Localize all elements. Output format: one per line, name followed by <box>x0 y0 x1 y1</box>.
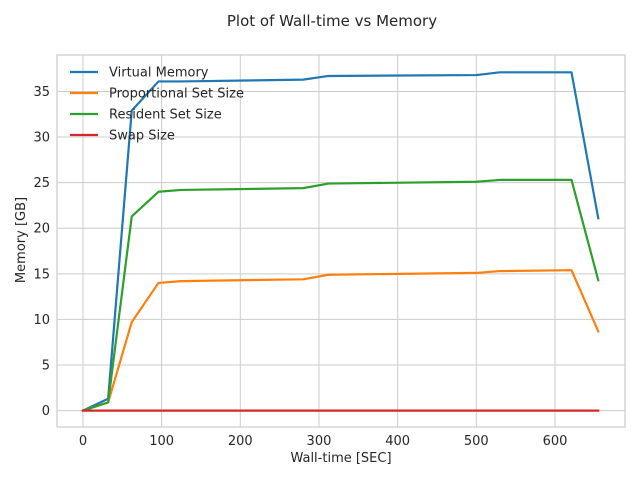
series-line-proportional-set-size <box>81 269 600 412</box>
legend-label-virtual-memory: Virtual Memory <box>109 66 209 81</box>
series-lines <box>81 71 600 413</box>
x-tick-label: 600 <box>543 434 568 449</box>
x-tick-label: 300 <box>307 434 332 449</box>
x-tick-label: 100 <box>149 434 174 449</box>
x-tick-label: 200 <box>228 434 253 449</box>
plot-frame <box>56 54 626 428</box>
x-axis-label: Wall-time [SEC] <box>290 451 391 466</box>
y-tick-label: 30 <box>33 131 50 146</box>
y-tick-label: 35 <box>33 85 50 100</box>
y-tick-label: 25 <box>33 176 50 191</box>
x-tick-label: 500 <box>464 434 489 449</box>
y-tick-label: 5 <box>42 359 50 374</box>
legend-label-proportional-set-size: Proportional Set Size <box>109 87 244 102</box>
axes: 0 100 200 300 400 500 600 0 5 10 15 20 25 30 35 <box>33 54 626 449</box>
series-line-resident-set-size <box>81 178 600 412</box>
y-tick-label: 0 <box>42 404 50 419</box>
legend-label-swap-size: Swap Size <box>109 129 175 144</box>
y-tick-label: 10 <box>33 313 50 328</box>
legend-label-resident-set-size: Resident Set Size <box>109 108 222 123</box>
x-tick-label: 400 <box>385 434 410 449</box>
y-tick-label: 15 <box>33 267 50 282</box>
series-line-virtual-memory <box>81 71 600 413</box>
y-axis-label: Memory [GB] <box>14 197 29 283</box>
chart-title: Plot of Wall-time vs Memory <box>227 12 437 30</box>
y-tick-label: 20 <box>33 222 50 237</box>
x-tick-label: 0 <box>79 434 87 449</box>
legend: Virtual Memory Proportional Set Size Resid… <box>70 66 244 144</box>
